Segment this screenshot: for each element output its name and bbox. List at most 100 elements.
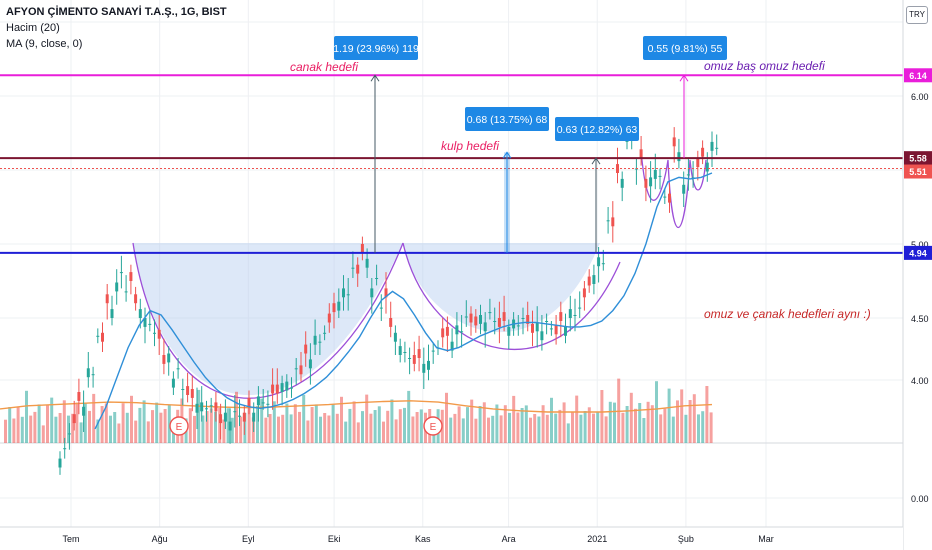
candle-body (313, 335, 317, 345)
volume-bar (613, 402, 616, 443)
candle-body (620, 178, 624, 188)
volume-bar (214, 411, 217, 443)
volume-bar (243, 412, 247, 443)
candle-body (592, 275, 596, 284)
measure-box (643, 36, 727, 60)
volume-bar (25, 390, 28, 443)
volume-bar (197, 389, 201, 443)
volume-bar (281, 414, 285, 443)
volume-bar (407, 390, 411, 443)
candle-body (701, 147, 705, 157)
earnings-letter: E (176, 422, 183, 433)
candle-body (209, 405, 213, 407)
candle-body (58, 458, 62, 468)
price-axis-bg (903, 0, 932, 550)
volume-bar (415, 412, 419, 443)
volume-bar (470, 399, 474, 443)
candle-body (535, 322, 539, 332)
candle-body (115, 282, 119, 292)
candle-body (332, 303, 336, 313)
volume-bar (403, 407, 406, 443)
candle-body (417, 349, 421, 358)
candle-body (323, 332, 327, 334)
candle-body (148, 323, 152, 325)
candle-body (261, 402, 265, 404)
price-level-badge (904, 151, 932, 166)
candle-body (389, 318, 393, 327)
candle-body (280, 383, 284, 392)
chart-legend: AFYON ÇİMENTO SANAYİ T.A.Ş., 1G, BIST Ha… (6, 4, 227, 52)
volume-bar (188, 408, 192, 443)
candle-body (238, 415, 241, 417)
measure-box (334, 36, 418, 60)
volume-bar (386, 410, 390, 443)
volume-bar (16, 407, 20, 443)
volume-bar (411, 416, 415, 443)
earnings-icon[interactable] (169, 416, 189, 436)
candle-body (233, 411, 237, 413)
volume-bar (449, 417, 453, 443)
volume-bar (298, 411, 301, 443)
volume-bar (75, 402, 79, 443)
volume-bar (268, 414, 272, 443)
time-tick-label: Ara (502, 534, 516, 544)
volume-indicator-label[interactable]: Hacim (20) (6, 22, 60, 34)
time-tick-label: Kas (415, 534, 431, 544)
volume-bar (709, 412, 713, 443)
candle-body (205, 408, 208, 410)
volume-bar (130, 395, 133, 443)
earnings-icon[interactable] (423, 416, 443, 436)
cup-fill (133, 243, 600, 396)
candle-body (663, 196, 667, 198)
candle-body (521, 318, 525, 319)
cup-handle-pattern (132, 149, 707, 399)
handle-curve (402, 242, 621, 350)
volume-bar (361, 411, 364, 443)
volume-bar (579, 414, 583, 443)
volume-bar (512, 395, 516, 443)
candle-body (247, 397, 251, 407)
candle-body (214, 402, 218, 412)
indicator-lines (94, 172, 713, 430)
candle-body (686, 174, 690, 176)
candle-body (134, 294, 138, 304)
candle-body (138, 309, 142, 318)
candle-body (351, 267, 355, 269)
ma-indicator-label[interactable]: MA (9, close, 0) (6, 38, 83, 50)
volume-bar (247, 405, 251, 443)
volume-bar (37, 404, 41, 443)
candle-body (101, 332, 104, 342)
volume-bar (524, 405, 528, 443)
candle-body (582, 288, 586, 298)
volume-bar (545, 414, 549, 443)
volume-bar (373, 410, 377, 443)
candle-body (455, 325, 459, 335)
price-level-label: 5.51 (909, 167, 927, 177)
volume-bar (201, 415, 205, 443)
currency-badge[interactable]: TRY (906, 6, 928, 24)
volume-bar (457, 406, 461, 443)
candle-body (540, 331, 544, 341)
candle-body (445, 326, 449, 336)
volume-bar (356, 422, 360, 443)
candle-body (677, 152, 681, 162)
volume-bar (369, 413, 373, 443)
volume-bar (323, 413, 327, 443)
volume-bar (235, 391, 238, 443)
volume-bar (487, 417, 490, 443)
candle-body (370, 288, 374, 298)
volume-bar (92, 393, 96, 443)
candle-body (408, 358, 412, 359)
candle-body (531, 323, 534, 333)
volume-bar (604, 416, 608, 443)
volume-bar (655, 381, 658, 443)
volume-bar (100, 406, 104, 443)
volume-bar (113, 412, 117, 443)
volume-bar (692, 394, 696, 443)
candle-body (223, 412, 227, 422)
candle-body (460, 331, 464, 333)
candle-body (516, 325, 520, 327)
volume-bar (600, 390, 604, 443)
candle-body (375, 278, 379, 279)
